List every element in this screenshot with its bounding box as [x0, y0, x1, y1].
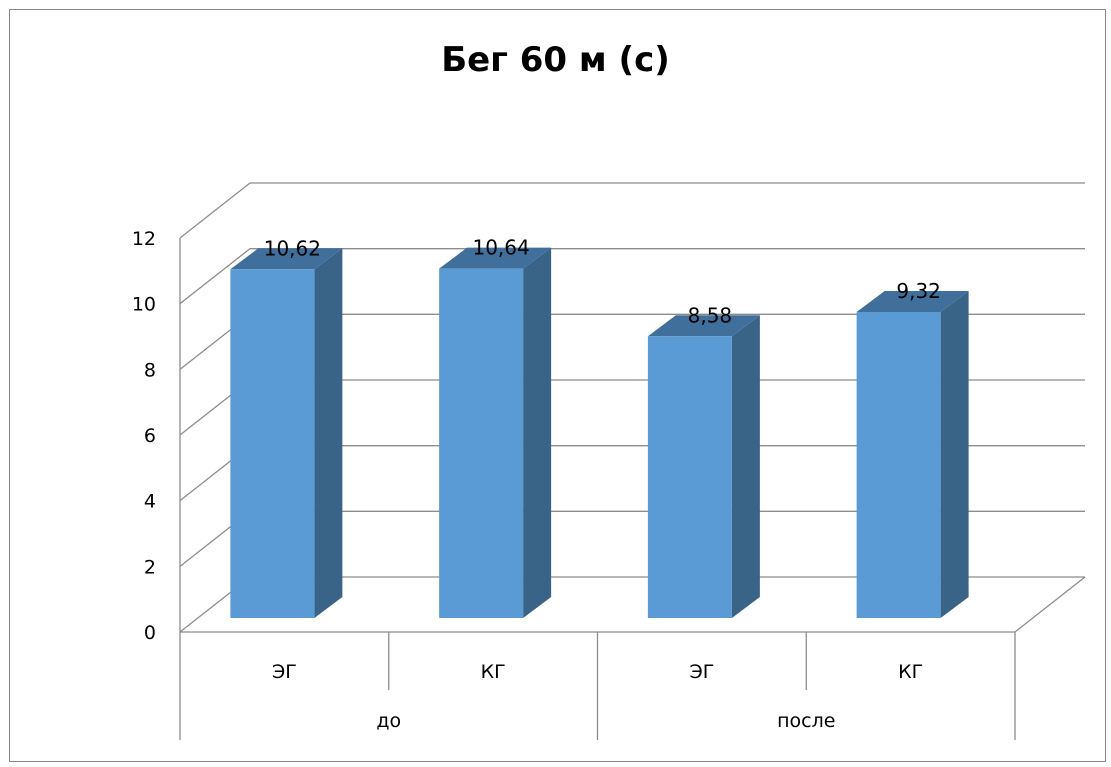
bar-side — [731, 315, 760, 618]
data-label: 8,58 — [688, 303, 733, 327]
bar — [856, 311, 941, 618]
gridline-side — [179, 182, 251, 239]
x-tick-label: КГ — [898, 661, 923, 683]
data-label: 10,64 — [472, 236, 529, 260]
x-tick-label: ЭГ — [272, 661, 297, 683]
bar-top — [647, 315, 760, 337]
bar-side — [940, 290, 969, 618]
bar-top — [439, 247, 552, 269]
y-tick-label: 8 — [144, 359, 156, 381]
bar-side — [523, 247, 552, 619]
bar — [439, 268, 524, 618]
gridline-side — [179, 248, 251, 305]
y-tick-label: 12 — [132, 228, 156, 250]
bar-top — [230, 248, 343, 270]
bar — [647, 336, 732, 618]
y-tick-label: 10 — [132, 294, 156, 316]
x-tick-label: ЭГ — [689, 661, 714, 683]
floor-edge-side — [1014, 576, 1086, 633]
x-group-label: до — [376, 710, 401, 732]
y-tick-label: 4 — [144, 491, 156, 513]
bar — [230, 269, 315, 618]
chart-border — [9, 9, 1106, 762]
data-label: 10,62 — [264, 236, 321, 260]
x-group-label: после — [777, 710, 835, 732]
y-tick-label: 2 — [144, 556, 156, 578]
bar-side — [314, 248, 343, 618]
y-tick-label: 6 — [144, 425, 156, 447]
y-tick-label: 0 — [144, 622, 156, 644]
chart-title: Бег 60 м (с) — [441, 40, 670, 80]
data-label: 9,32 — [896, 279, 941, 303]
bar-top — [856, 290, 969, 312]
x-tick-label: КГ — [481, 661, 506, 683]
